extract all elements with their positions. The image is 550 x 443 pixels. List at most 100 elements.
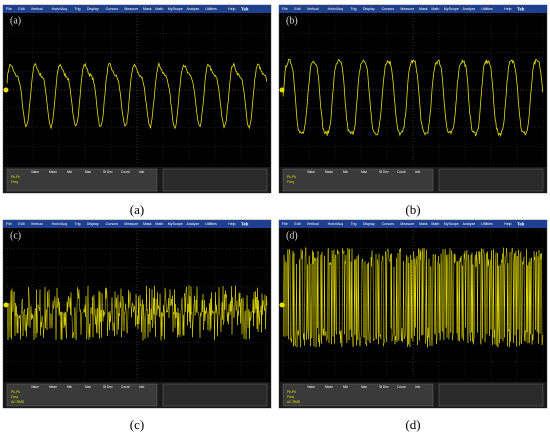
- scope-screenshot: File Edit Vertical Horiz/Acq Trig Display Curs…: [278, 4, 548, 217]
- brand: Tek: [241, 221, 249, 226]
- table-header: Min: [343, 385, 348, 389]
- menu-item: Vertical: [307, 7, 319, 11]
- table-header: Max: [85, 170, 91, 174]
- menu-item: Help: [228, 222, 235, 226]
- menu-item: Analyze: [187, 7, 200, 11]
- menu-item: Measure: [400, 222, 414, 226]
- row-label: Pk-Pk: [11, 390, 20, 394]
- menu-item: Horiz/Acq: [52, 7, 68, 11]
- menu-bar: [3, 220, 271, 228]
- table-header: Min: [343, 170, 348, 174]
- row-label: AC RMS: [11, 400, 25, 404]
- table-header: Mean: [325, 385, 333, 389]
- waveform: [282, 247, 544, 348]
- menu-item: Measure: [124, 222, 138, 226]
- panel-label: (a): [10, 15, 21, 26]
- table-header: Max: [85, 385, 91, 389]
- menu-bar: [279, 220, 547, 228]
- caption: (b): [405, 202, 420, 217]
- menu-item: Vertical: [31, 222, 43, 226]
- row-label: Pk-Pk: [287, 175, 296, 179]
- menu-item: Measure: [124, 7, 138, 11]
- table-header: Mean: [49, 170, 57, 174]
- menu-item: Display: [87, 7, 99, 11]
- menu-item: Help: [504, 7, 511, 11]
- row-label: Freq: [287, 180, 294, 184]
- table-header: Count: [397, 385, 406, 389]
- menu-item: Math: [431, 7, 439, 11]
- row-label: Freq: [287, 395, 294, 399]
- caption: (d): [405, 417, 420, 432]
- menu-item: Help: [228, 7, 235, 11]
- menu-item: Vertical: [31, 7, 43, 11]
- menu-item: Mask: [143, 7, 152, 11]
- panel-label: (d): [286, 230, 298, 241]
- table-header: Value: [31, 385, 39, 389]
- brand: Tek: [517, 6, 525, 11]
- table-header: Info: [139, 170, 145, 174]
- table-header: Count: [121, 170, 130, 174]
- menu-item: Utilities: [481, 222, 493, 226]
- menu-bar: [3, 5, 271, 13]
- acq-box: [162, 383, 268, 407]
- menu-item: Math: [155, 7, 163, 11]
- table-header: Info: [415, 385, 421, 389]
- menu-item: Edit: [294, 7, 300, 11]
- menu-item: File: [282, 222, 288, 226]
- menu-item: Trig: [351, 7, 357, 11]
- table-header: Count: [397, 170, 406, 174]
- menu-item: Mask: [143, 222, 152, 226]
- menu-item: MyScope: [444, 7, 459, 11]
- menu-item: Analyze: [463, 222, 476, 226]
- table-header: Value: [307, 385, 315, 389]
- menu-item: MyScope: [168, 7, 183, 11]
- scope-screenshot: File Edit Vertical Horiz/Acq Trig Display Curs…: [278, 219, 548, 432]
- menu-item: Cursors: [106, 7, 119, 11]
- menu-item: Cursors: [106, 222, 119, 226]
- menu-item: Display: [87, 222, 99, 226]
- scope-screenshot: File Edit Vertical Horiz/Acq Trig Display Curs…: [2, 219, 272, 432]
- menu-item: File: [6, 7, 12, 11]
- menu-item: Trig: [75, 7, 81, 11]
- row-label: Pk-Pk: [11, 175, 20, 179]
- menu-item: MyScope: [168, 222, 183, 226]
- table-header: Value: [307, 170, 315, 174]
- table-header: Min: [67, 385, 72, 389]
- scope-screenshot: File Edit Vertical Horiz/Acq Trig Display Curs…: [2, 4, 272, 217]
- acq-box: [438, 168, 544, 192]
- caption: (a): [130, 202, 144, 217]
- waveform: [6, 61, 268, 130]
- channel-marker: [3, 302, 9, 308]
- panel-label: (c): [10, 230, 21, 241]
- menu-item: Edit: [18, 222, 24, 226]
- row-label: Pk-Pk: [287, 390, 296, 394]
- menu-item: Analyze: [187, 222, 200, 226]
- table-header: Count: [121, 385, 130, 389]
- table-header: St Dev: [379, 385, 389, 389]
- measure-table: [282, 168, 434, 192]
- menu-item: Mask: [419, 7, 428, 11]
- menu-bar: [279, 5, 547, 13]
- menu-item: Horiz/Acq: [328, 7, 344, 11]
- table-header: Info: [139, 385, 145, 389]
- menu-item: Help: [504, 222, 511, 226]
- menu-item: Measure: [400, 7, 414, 11]
- channel-marker: [279, 87, 285, 93]
- table-header: Min: [67, 170, 72, 174]
- menu-item: Utilities: [481, 7, 493, 11]
- measure-table: [282, 383, 434, 407]
- menu-item: Math: [155, 222, 163, 226]
- menu-item: Cursors: [382, 222, 395, 226]
- channel-marker: [3, 87, 9, 93]
- row-label: AC RMS: [287, 400, 301, 404]
- brand: Tek: [241, 6, 249, 11]
- menu-item: Display: [363, 222, 375, 226]
- menu-item: Edit: [294, 222, 300, 226]
- menu-item: Trig: [75, 222, 81, 226]
- row-label: Freq: [11, 180, 18, 184]
- menu-item: Math: [431, 222, 439, 226]
- acq-box: [438, 383, 544, 407]
- channel-marker: [279, 302, 285, 308]
- menu-item: Vertical: [307, 222, 319, 226]
